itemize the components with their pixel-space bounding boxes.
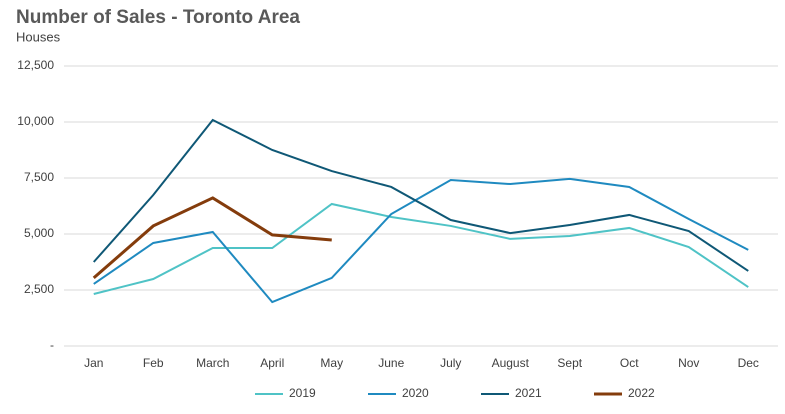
y-tick-label: - <box>50 338 54 352</box>
legend-label: 2019 <box>289 386 316 400</box>
y-tick-label: 7,500 <box>24 170 54 184</box>
x-tick-label: Sept <box>557 356 582 370</box>
y-tick-label: 12,500 <box>17 58 54 72</box>
series-line <box>93 202 749 296</box>
x-tick-label: Nov <box>678 356 699 370</box>
series-line <box>92 196 332 280</box>
x-tick-label: Dec <box>738 356 759 370</box>
x-tick-label: March <box>196 356 229 370</box>
x-tick-label: June <box>378 356 404 370</box>
x-tick-label: May <box>320 356 343 370</box>
legend-label: 2021 <box>515 386 542 400</box>
y-tick-label: 10,000 <box>17 114 54 128</box>
y-tick-label: 5,000 <box>24 226 54 240</box>
x-tick-label: Oct <box>620 356 639 370</box>
x-tick-label: Jan <box>84 356 103 370</box>
x-tick-label: July <box>440 356 461 370</box>
y-tick-label: 2,500 <box>24 282 54 296</box>
chart-title: Number of Sales - Toronto Area <box>16 7 300 28</box>
series-line <box>93 177 749 304</box>
x-tick-label: April <box>260 356 284 370</box>
chart-subtitle: Houses <box>16 29 61 44</box>
legend-label: 2020 <box>402 386 429 400</box>
legend-label: 2022 <box>628 386 655 400</box>
x-tick-label: August <box>492 356 530 370</box>
series-line <box>93 118 749 272</box>
x-tick-label: Feb <box>143 356 164 370</box>
